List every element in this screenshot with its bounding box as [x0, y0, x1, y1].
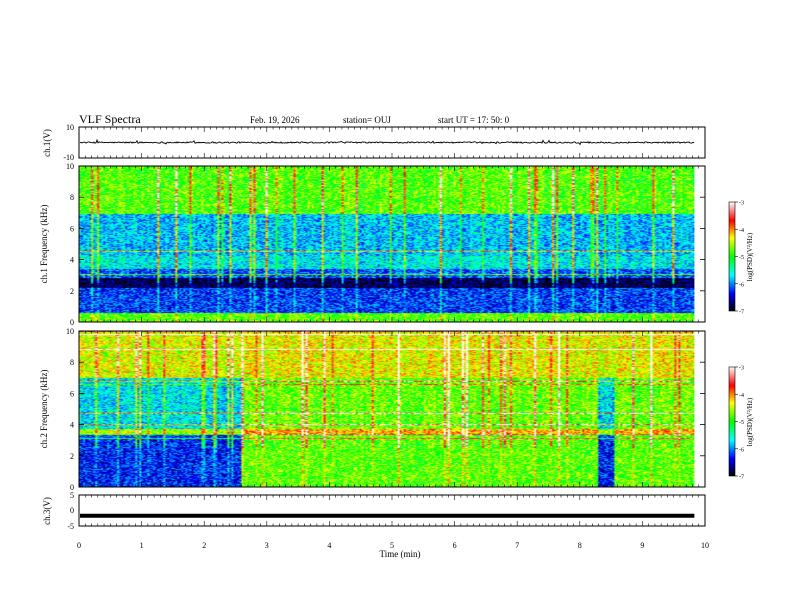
x-axis-label: Time (min)	[380, 549, 421, 559]
time-tick-label: 7	[515, 541, 519, 550]
colorbar-tick-label: -7	[739, 475, 744, 481]
time-tick-label: 9	[640, 541, 644, 550]
time-tick-label: 3	[265, 541, 269, 550]
freq-tick-label: 10	[66, 162, 74, 171]
ch1-waveform-trace	[79, 138, 695, 146]
ch1-waveform-panel: 10 -10 ch.1(V)	[42, 123, 706, 162]
colorbar-tick-label: -5	[739, 255, 744, 261]
ch1-colorbar: -3 -4 -5 -6 -7 log(PSD)(V²/Hz)	[728, 201, 754, 316]
ch2-spectrogram-image	[79, 331, 695, 487]
time-tick-label: 2	[202, 541, 206, 550]
colorbar-tick-label: -7	[739, 310, 744, 316]
ch1-spectrogram-panel: 0 2 4 6 8 10 ch.1 Frequency (kHz)	[39, 162, 706, 327]
time-tick-label: 4	[327, 541, 331, 550]
colorbar-tick-label: -3	[739, 201, 744, 207]
freq-tick-label: 10	[66, 327, 74, 336]
ch1-ytick-bottom: -10	[63, 153, 74, 162]
ch2-colorbar-label: log(PSD)(V²/Hz)	[746, 397, 754, 446]
colorbar-tick-label: -6	[739, 282, 744, 288]
freq-tick-label: 2	[70, 452, 74, 461]
ch2-spectrogram-panel: 0 2 4 6 8 10 ch.2 Frequency (kHz)	[39, 327, 706, 492]
time-tick-label: 10	[701, 541, 709, 550]
ch1-spec-ylabel: ch.1 Frequency (kHz)	[39, 205, 49, 284]
time-tick-label: 5	[390, 541, 394, 550]
time-tick-label: 1	[140, 541, 144, 550]
freq-tick-label: 0	[70, 318, 74, 327]
freq-tick-label: 6	[70, 389, 74, 398]
freq-tick-label: 8	[70, 358, 74, 367]
ch1-spec-yticks: 0 2 4 6 8 10	[66, 162, 705, 327]
start-time-label: start UT = 17: 50: 0	[438, 115, 510, 125]
ch3-waveform-ylabel: ch.3(V)	[42, 497, 52, 525]
figure-title: VLF Spectra	[79, 112, 141, 126]
ch3-ytick-top: 5	[70, 491, 74, 500]
freq-tick-label: 8	[70, 193, 74, 202]
ch3-ytick-bottom: -5	[67, 522, 74, 531]
station-label: station= OUJ	[343, 115, 391, 125]
date-label: Feb. 19, 2026	[250, 115, 300, 125]
ch1-colorbar-gradient	[729, 202, 735, 311]
time-tick-label: 6	[453, 541, 457, 550]
ch1-colorbar-ticks: -3 -4 -5 -6 -7	[735, 201, 744, 316]
colorbar-tick-label: -4	[739, 228, 744, 234]
ch2-colorbar-gradient	[729, 367, 735, 476]
freq-tick-label: 4	[70, 256, 74, 265]
freq-tick-label: 6	[70, 224, 74, 233]
ch3-ytick-mid: 0	[70, 506, 74, 515]
time-tick-label: 0	[77, 541, 81, 550]
colorbar-tick-label: -3	[739, 366, 744, 372]
ch1-ytick-top: 10	[66, 123, 74, 132]
colorbar-tick-label: -6	[739, 447, 744, 453]
colorbar-tick-label: -5	[739, 420, 744, 426]
ch1-spectrogram-image	[79, 166, 695, 322]
freq-tick-label: 2	[70, 287, 74, 296]
freq-tick-label: 4	[70, 421, 74, 430]
freq-tick-label: 0	[70, 483, 74, 492]
ch2-spec-ylabel: ch.2 Frequency (kHz)	[39, 370, 49, 449]
ch2-spec-yticks: 0 2 4 6 8 10	[66, 327, 705, 492]
ch2-colorbar-ticks: -3 -4 -5 -6 -7	[735, 366, 744, 481]
ch2-colorbar: -3 -4 -5 -6 -7 log(PSD)(V²/Hz)	[728, 366, 754, 481]
ch1-waveform-ylabel: ch.1(V)	[42, 129, 52, 157]
colorbar-tick-label: -4	[739, 393, 744, 399]
time-tick-label: 8	[578, 541, 582, 550]
time-axis-ticks: 0 1 2 3 4 5 6 7 8 9 10	[77, 127, 709, 550]
ch1-colorbar-label: log(PSD)(V²/Hz)	[746, 232, 754, 281]
